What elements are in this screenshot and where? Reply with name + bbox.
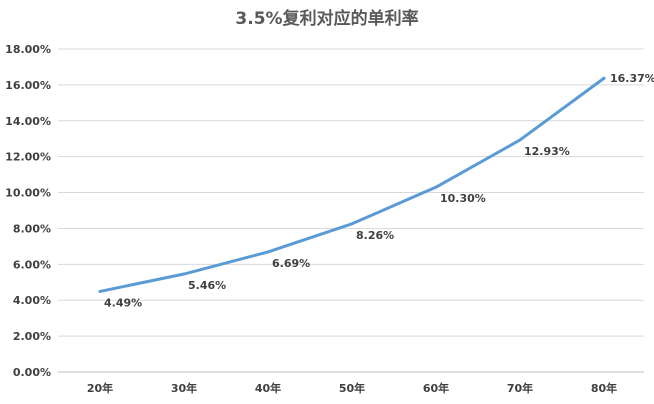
data-label: 10.30%: [440, 192, 486, 205]
series-line: [98, 76, 606, 293]
x-tick-label: 70年: [507, 381, 533, 395]
chart-title: 3.5%复利对应的单利率: [235, 8, 418, 29]
data-label: 12.93%: [524, 145, 570, 158]
x-tick-label: 60年: [423, 381, 449, 395]
y-tick-label: 2.00%: [13, 330, 51, 343]
data-labels: 4.49% 5.46% 6.69% 8.26% 10.30% 12.93% 16.37%: [104, 72, 654, 309]
y-tick-label: 18.00%: [5, 43, 51, 56]
data-point: [350, 222, 354, 226]
data-label: 16.37%: [610, 72, 654, 85]
y-tick-label: 16.00%: [5, 79, 51, 92]
data-point: [182, 272, 186, 276]
y-tick-label: 6.00%: [13, 258, 51, 271]
series: [98, 76, 606, 293]
y-tick-label: 8.00%: [13, 222, 51, 235]
y-tick-label: 12.00%: [5, 151, 51, 164]
data-label: 8.26%: [356, 229, 394, 242]
y-tick-label: 10.00%: [5, 187, 51, 200]
y-tick-label: 14.00%: [5, 115, 51, 128]
x-axis-ticks: 20年 30年 40年 50年 60年 70年 80年: [87, 381, 617, 395]
data-point: [518, 138, 522, 142]
x-tick-label: 50年: [339, 381, 365, 395]
x-tick-label: 80年: [591, 381, 617, 395]
data-label: 4.49%: [104, 296, 142, 309]
y-axis-ticks: 0.00% 2.00% 4.00% 6.00% 8.00% 10.00% 12.00% 14.…: [5, 43, 51, 379]
data-label: 5.46%: [188, 279, 226, 292]
data-point: [434, 185, 438, 189]
gridlines: [58, 48, 644, 373]
data-point: [98, 289, 102, 293]
x-tick-label: 40年: [255, 381, 281, 395]
x-tick-label: 20年: [87, 381, 113, 395]
x-tick-label: 30年: [171, 381, 197, 395]
data-point: [602, 76, 606, 80]
y-tick-label: 4.00%: [13, 294, 51, 307]
data-point: [266, 250, 270, 254]
y-tick-label: 0.00%: [13, 366, 51, 379]
data-label: 6.69%: [272, 257, 310, 270]
